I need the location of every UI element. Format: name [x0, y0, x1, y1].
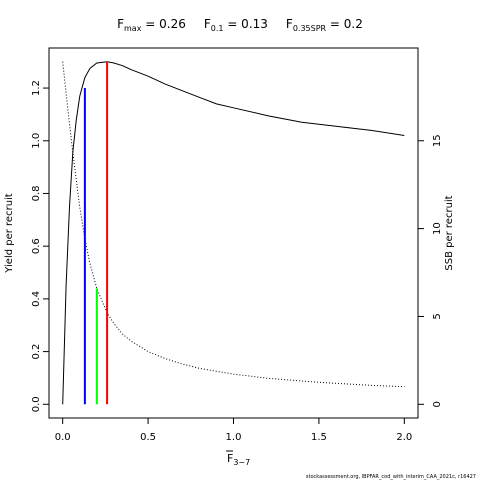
y-right-tick-label: 5	[432, 313, 443, 319]
y-left-tick-label: 0.4	[31, 291, 42, 307]
y-left-tick-label: 0.8	[31, 186, 42, 202]
x-axis: 0.0 0.5 1.0 1.5 2.0	[55, 417, 412, 443]
curves	[62, 61, 405, 405]
yield-per-recruit-curve	[62, 61, 405, 405]
x-tick-label: 0.0	[55, 432, 71, 443]
x-axis-label-text: F3−7	[227, 452, 250, 467]
ssb-per-recruit-curve	[62, 61, 405, 388]
x-tick-label: 1.5	[311, 432, 327, 443]
y-left-tick-label: 0.6	[31, 238, 42, 254]
y-axis-right-label: SSB per recruit	[444, 195, 455, 270]
y-left-tick-label: 0.2	[31, 344, 42, 360]
x-axis-label: F3−7	[226, 450, 250, 467]
y-right-tick-label: 15	[432, 134, 443, 147]
footer-note: stockassessment.org, IBPFAR_cod_with_int…	[306, 474, 476, 480]
chart-title: Fmax = 0.26 F0.1 = 0.13 F0.35SPR = 0.2	[117, 17, 363, 33]
y-left-tick-label: 0.0	[31, 396, 42, 412]
chart-title-text: Fmax = 0.26 F0.1 = 0.13 F0.35SPR = 0.2	[117, 17, 363, 33]
x-tick-label: 2.0	[396, 432, 412, 443]
y-right-tick-label: 0	[432, 401, 443, 407]
reference-lines	[83, 61, 109, 405]
y-axis-left-label: Yield per recruit	[4, 193, 15, 274]
plot-frame	[48, 47, 419, 419]
y-left-tick-label: 1.0	[31, 133, 42, 149]
y-axis-right: 0 5 10 15	[417, 134, 443, 407]
y-axis-left: 0.0 0.2 0.4 0.6 0.8 1.0 1.2	[31, 80, 50, 412]
y-left-tick-label: 1.2	[31, 80, 42, 96]
x-tick-label: 1.0	[226, 432, 242, 443]
x-tick-label: 0.5	[140, 432, 156, 443]
y-right-tick-label: 10	[432, 222, 443, 235]
